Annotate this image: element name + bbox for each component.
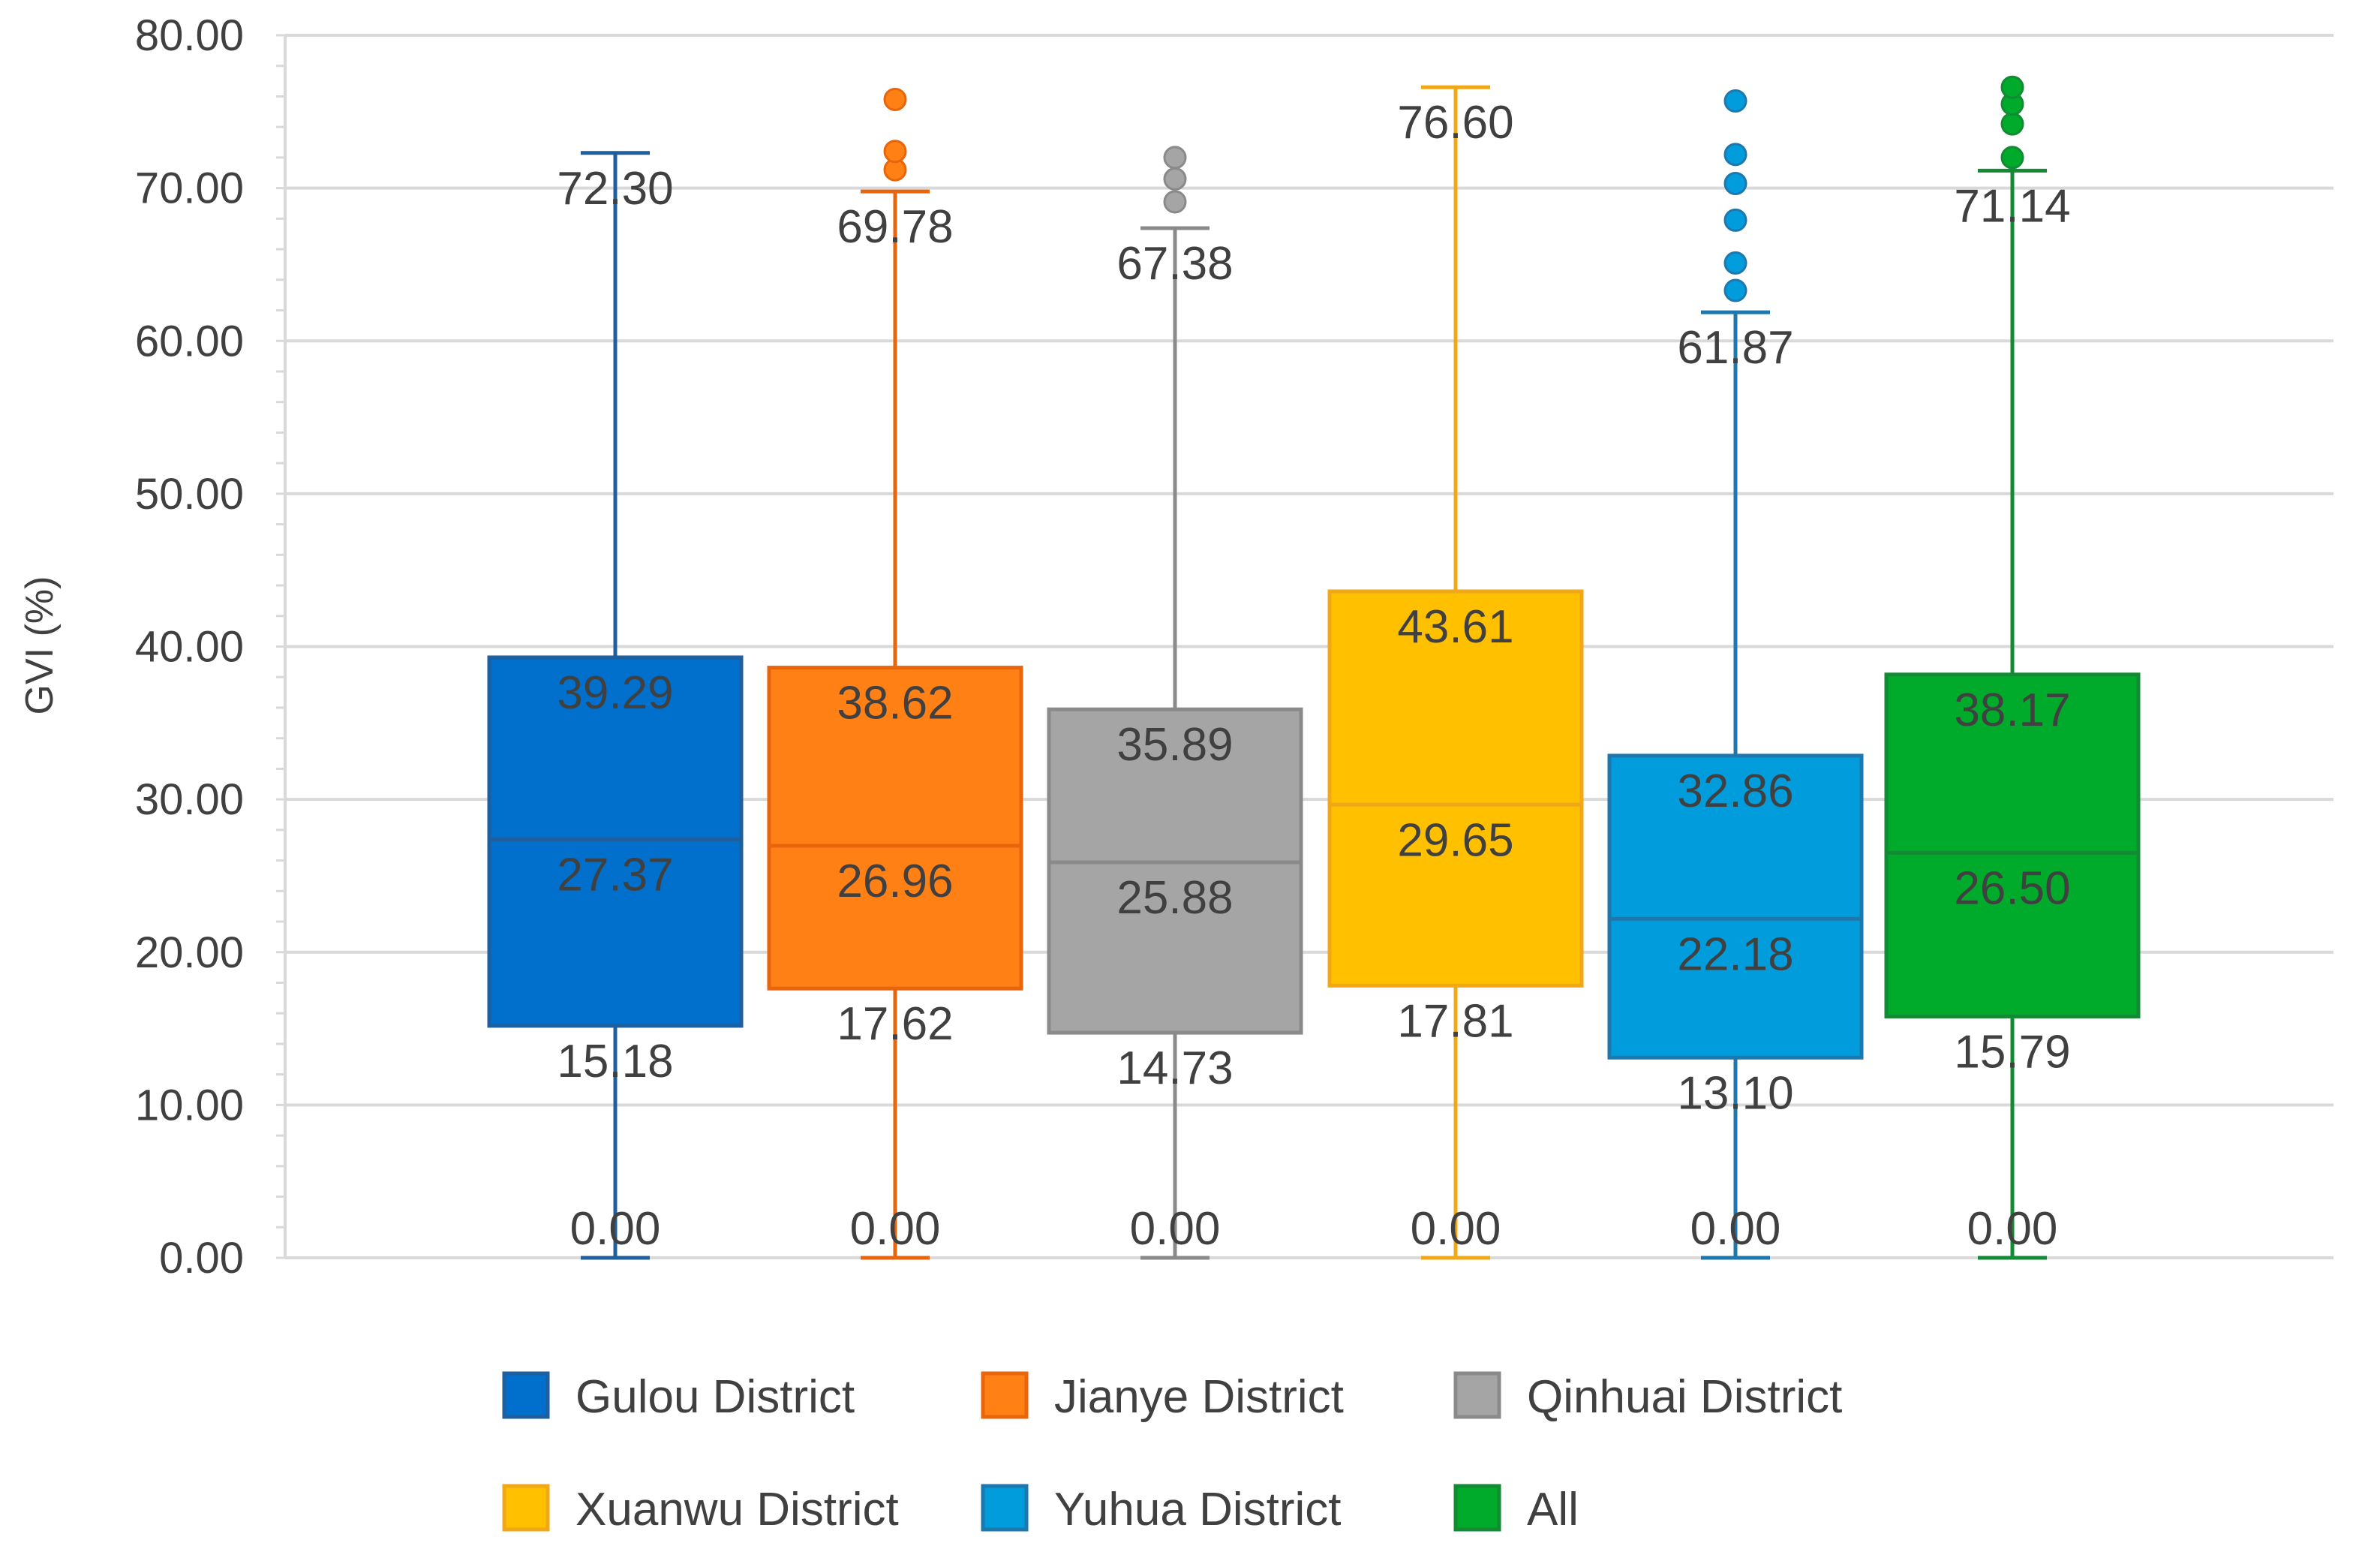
legend-item: All	[1453, 1484, 1579, 1535]
y-tick-label: 10.00	[135, 1081, 244, 1129]
legend-swatch	[502, 1484, 550, 1532]
outlier-point	[1723, 251, 1747, 275]
median-label: 29.65	[1397, 814, 1513, 866]
box-qinhuai-district	[1047, 146, 1303, 1260]
y-axis-title: GVI (%)	[18, 576, 62, 715]
q3-label: 32.86	[1677, 765, 1793, 817]
legend-label: All	[1527, 1484, 1579, 1535]
legend-swatch	[1453, 1371, 1501, 1419]
outlier-point	[883, 88, 907, 112]
legend-label: Jianye District	[1054, 1371, 1344, 1423]
y-tick-label: 40.00	[135, 623, 244, 672]
legend-item: Jianye District	[981, 1371, 1344, 1423]
legend-swatch	[502, 1371, 550, 1419]
legend-item: Qinhuai District	[1453, 1371, 1842, 1423]
min-label: 0.00	[850, 1203, 941, 1255]
min-label: 0.00	[570, 1203, 661, 1255]
max-label: 76.60	[1397, 97, 1513, 149]
q1-label: 17.62	[837, 998, 953, 1050]
outlier-point	[1723, 208, 1747, 232]
y-tick-label: 0.00	[159, 1234, 244, 1283]
legend-item: Gulou District	[502, 1371, 855, 1423]
iqr-box	[487, 655, 744, 1028]
iqr-box	[1884, 672, 2141, 1018]
y-tick-label: 20.00	[135, 928, 244, 977]
box-jianye-district	[767, 88, 1023, 1260]
legend-item: Xuanwu District	[502, 1484, 899, 1535]
box-yuhua-district	[1607, 89, 1864, 1260]
min-label: 0.00	[1130, 1203, 1221, 1255]
box-gulou-district	[487, 151, 744, 1260]
q3-label: 38.62	[837, 678, 953, 729]
legend-label: Gulou District	[575, 1371, 855, 1423]
iqr-box	[767, 666, 1023, 991]
legend-swatch	[981, 1484, 1029, 1532]
y-tick-label: 70.00	[135, 164, 244, 213]
y-tick-label: 60.00	[135, 317, 244, 365]
outlier-point	[2000, 112, 2024, 136]
q3-label: 39.29	[557, 667, 673, 719]
iqr-box	[1327, 589, 1584, 988]
max-label: 69.78	[837, 201, 953, 253]
outlier-point	[1723, 278, 1747, 302]
legend-swatch	[981, 1371, 1029, 1419]
min-label: 0.00	[1967, 1203, 2058, 1255]
legend-label: Qinhuai District	[1527, 1371, 1842, 1423]
max-label: 72.30	[557, 163, 673, 215]
data-labels: 0.00 15.18 27.37 39.29 72.30 0.00 17.62 26.96 38…	[557, 97, 2070, 1255]
q1-label: 15.18	[557, 1036, 673, 1087]
outlier-point	[1163, 146, 1187, 170]
q3-label: 38.17	[1954, 684, 2070, 736]
median-label: 22.18	[1677, 928, 1793, 980]
outlier-point	[1723, 89, 1747, 113]
outlier-point	[2000, 75, 2024, 99]
legend-label: Yuhua District	[1054, 1484, 1342, 1535]
outlier-point	[1723, 143, 1747, 167]
outlier-point	[1723, 172, 1747, 196]
y-axis-ticks: 0.00 10.00 20.00 30.00 40.00 50.00 60.00 70.00 8…	[135, 11, 244, 1283]
q3-label: 43.61	[1397, 601, 1513, 653]
q1-label: 15.79	[1954, 1026, 2070, 1078]
legend-item: Yuhua District	[981, 1484, 1342, 1535]
box-xuanwu-district	[1327, 85, 1584, 1260]
max-label: 67.38	[1116, 238, 1233, 290]
outlier-point	[1163, 190, 1187, 214]
q3-label: 35.89	[1116, 719, 1233, 771]
max-label: 71.14	[1954, 180, 2070, 232]
outlier-point	[883, 140, 907, 164]
y-tick-label: 80.00	[135, 11, 244, 60]
box-all	[1884, 75, 2141, 1260]
legend-label: Xuanwu District	[575, 1484, 899, 1535]
y-tick-label: 50.00	[135, 470, 244, 519]
legend-swatch	[1453, 1484, 1501, 1532]
iqr-box	[1607, 753, 1864, 1060]
y-tick-label: 30.00	[135, 775, 244, 824]
legend: Gulou District Jianye District Qinhuai Dis…	[502, 1371, 1842, 1535]
outlier-point	[1163, 167, 1187, 191]
median-label: 25.88	[1116, 872, 1233, 924]
median-label: 26.96	[837, 856, 953, 907]
boxes	[487, 75, 2141, 1260]
outlier-point	[2000, 146, 2024, 170]
q1-label: 14.73	[1116, 1042, 1233, 1094]
median-label: 27.37	[557, 850, 673, 901]
iqr-box	[1047, 707, 1303, 1035]
min-label: 0.00	[1411, 1203, 1501, 1255]
max-label: 61.87	[1677, 322, 1793, 374]
min-label: 0.00	[1690, 1203, 1781, 1255]
q1-label: 17.81	[1397, 995, 1513, 1047]
median-label: 26.50	[1954, 862, 2070, 914]
q1-label: 13.10	[1677, 1067, 1793, 1119]
